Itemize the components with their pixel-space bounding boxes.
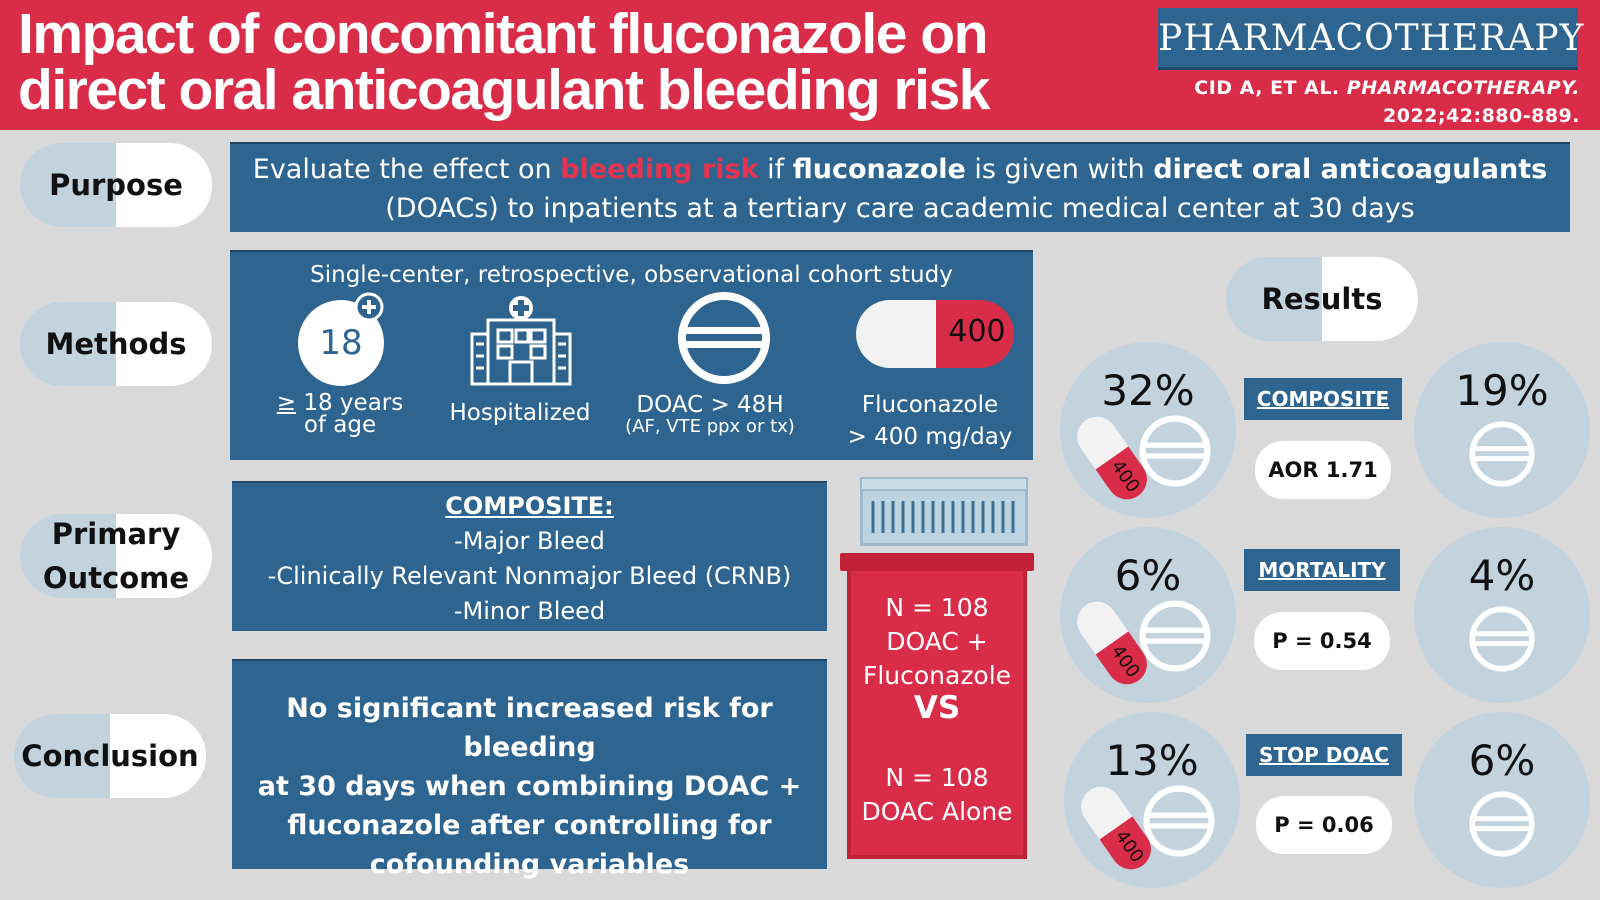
capsule-dose-label: 400 [948, 314, 1006, 349]
outcome-item: -Major Bleed [454, 527, 605, 555]
result-composite-alone: 19% [1414, 342, 1590, 518]
header-banner: Impact of concomitant fluconazole on dir… [0, 0, 1600, 130]
tablet-icon [1468, 605, 1536, 677]
composite-label: COMPOSITE [1244, 378, 1402, 420]
cite-authors: CID A, ET AL. [1194, 77, 1340, 99]
group1-drug: Fluconazole [862, 661, 1012, 690]
group1-label: DOAC + [886, 627, 988, 656]
hospital-icon [470, 296, 572, 386]
outcome-item: -Minor Bleed [453, 597, 606, 625]
primary-outcome-box: COMPOSITE: -Major Bleed -Clinically Rele… [232, 481, 827, 631]
stopdoac-stat: P = 0.06 [1256, 796, 1392, 854]
stopdoac-alone-pct: 6% [1468, 736, 1536, 785]
bottle-rim [840, 553, 1034, 571]
bottle-cap [860, 477, 1028, 546]
group2-n: N = 108 [885, 763, 989, 792]
hospitalized-criteria: Hospitalized [449, 400, 591, 426]
title-line-1: Impact of concomitant fluconazole on [18, 2, 988, 66]
doac-tablet-icon [678, 292, 770, 384]
primary-outcome-label: Primary Outcome [20, 514, 212, 598]
composite-stat: AOR 1.71 [1255, 441, 1391, 499]
composite-alone-pct: 19% [1455, 366, 1549, 415]
tablet-icon [1138, 599, 1212, 677]
vs-label: VS [913, 690, 961, 726]
purpose-label: Purpose [20, 143, 212, 227]
fluconazole-capsule-icon [856, 300, 1014, 368]
journal-brand: PHARMACOTHERAPY [1158, 8, 1583, 70]
mortality-stat: P = 0.54 [1254, 612, 1390, 670]
age-criteria: ≥ 18 years of age [276, 390, 404, 438]
mortality-label: MORTALITY [1244, 549, 1400, 591]
methods-label: Methods [20, 302, 212, 386]
results-label: Results [1226, 257, 1418, 341]
result-stopdoac-alone: 6% [1414, 712, 1590, 888]
title-line-2: direct oral anticoagulant bleeding risk [18, 58, 990, 122]
cite-ref: 2022;42:880-889. [1383, 105, 1580, 127]
capsule-icon [1064, 403, 1161, 512]
composite-combo-pct: 32% [1101, 366, 1195, 415]
citation: CID A, ET AL. PHARMACOTHERAPY. 2022;42:8… [1194, 74, 1580, 130]
stopdoac-combo-pct: 13% [1105, 736, 1199, 785]
tablet-icon [1468, 790, 1536, 862]
conclusion-label: Conclusion [14, 714, 206, 798]
conclusion-box: No significant increased risk for bleedi… [232, 659, 827, 880]
tablet-icon [1468, 420, 1536, 492]
tablet-icon [1138, 414, 1212, 492]
outcome-item: -Clinically Relevant Nonmajor Bleed (CRN… [267, 562, 792, 590]
cap-ridges [871, 501, 1015, 533]
plus-icon [354, 292, 384, 322]
study-design: Single-center, retrospective, observatio… [310, 262, 953, 288]
tablet-icon [1142, 784, 1216, 862]
group1-n: N = 108 [885, 593, 989, 622]
mortality-combo-pct: 6% [1114, 551, 1182, 600]
mortality-alone-pct: 4% [1468, 551, 1536, 600]
group2-label: DOAC Alone [861, 797, 1013, 826]
methods-box: Single-center, retrospective, observatio… [230, 250, 1033, 460]
composite-heading: COMPOSITE: [445, 492, 614, 520]
cite-journal: PHARMACOTHERAPY. [1346, 77, 1580, 99]
stopdoac-label: STOP DOAC [1246, 734, 1402, 776]
doac-criteria: DOAC > 48H (AF, VTE ppx or tx) [625, 392, 795, 438]
capsule-icon [1064, 588, 1161, 697]
purpose-box: Evaluate the effect on bleeding risk if … [230, 142, 1570, 232]
infographic-title: Impact of concomitant fluconazole on dir… [18, 2, 1138, 122]
result-mortality-alone: 4% [1414, 527, 1590, 703]
fluconazole-criteria: Fluconazole > 400 mg/day [847, 392, 1013, 450]
pill-bottle-groups: N = 108 DOAC + Fluconazole VS N = 108 DO… [847, 567, 1027, 859]
capsule-icon [1068, 773, 1165, 882]
